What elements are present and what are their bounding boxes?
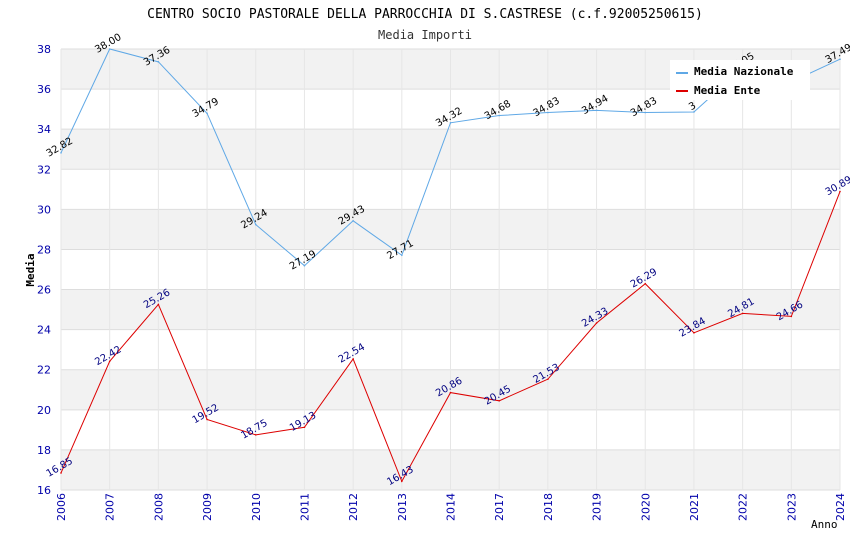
data-point: [303, 264, 306, 267]
data-point: [157, 303, 160, 306]
data-point: [547, 111, 549, 114]
data-label: 34.94: [580, 93, 610, 117]
x-tick-label: 2020: [639, 493, 652, 521]
data-point: [644, 282, 647, 285]
data-point: [741, 312, 744, 315]
data-point: [254, 223, 257, 226]
data-point: [790, 315, 793, 318]
data-label: 34.83: [531, 95, 561, 119]
data-point: [498, 114, 500, 117]
x-tick-label: 2023: [785, 493, 798, 521]
data-point: [839, 58, 841, 61]
data-label: 22.54: [337, 342, 367, 366]
x-tick-label: 2021: [688, 493, 701, 521]
y-tick-label: 38: [37, 43, 51, 56]
y-tick-label: 28: [37, 243, 51, 256]
data-point: [401, 254, 403, 257]
data-point: [157, 61, 160, 63]
data-label: 34.68: [483, 98, 513, 122]
data-point: [352, 358, 354, 360]
data-point: [60, 152, 62, 154]
data-point: [254, 434, 257, 436]
x-tick-label: 2006: [55, 493, 68, 521]
y-tick-label: 22: [37, 364, 51, 377]
data-point: [60, 472, 62, 474]
data-point: [352, 219, 354, 222]
data-label: 30.89: [824, 174, 850, 198]
x-tick-label: 2009: [201, 493, 214, 521]
x-tick-label: 2011: [298, 493, 311, 521]
legend-label-media-ente: Media Ente: [694, 84, 761, 97]
data-label: 34.83: [629, 95, 659, 119]
legend: Media Nazionale Media Ente: [670, 60, 810, 100]
data-point: [839, 190, 841, 193]
data-label: 26.29: [629, 267, 659, 291]
data-point: [547, 378, 549, 380]
y-tick-label: 30: [37, 203, 51, 216]
legend-label-media-nazionale: Media Nazionale: [694, 65, 794, 78]
x-axis-label: Anno: [811, 518, 838, 531]
x-tick-label: 2019: [591, 493, 604, 521]
data-point: [108, 48, 111, 50]
data-point: [303, 426, 306, 429]
data-point: [595, 109, 598, 112]
series-layer: 32.8238.0037.3634.7929.2427.1929.4327.71…: [45, 32, 850, 488]
data-point: [498, 399, 500, 402]
data-label: 18.75: [239, 418, 269, 442]
data-label: 19.13: [288, 410, 318, 434]
data-point: [401, 480, 403, 483]
data-label: 27.19: [288, 249, 318, 273]
data-point: [108, 360, 111, 363]
x-tick-label: 2017: [493, 493, 506, 521]
y-tick-label: 36: [37, 83, 51, 96]
x-tick-label: 2018: [542, 493, 555, 521]
y-axis-label: Media: [24, 253, 37, 286]
data-point: [595, 322, 598, 324]
x-tick-label: 2024: [834, 493, 847, 521]
y-tick-label: 16: [37, 484, 51, 497]
chart-subtitle: Media Importi: [378, 28, 472, 42]
x-tick-label: 2012: [347, 493, 360, 521]
chart-title: CENTRO SOCIO PASTORALE DELLA PARROCCHIA …: [147, 7, 703, 22]
x-tick-label: 2022: [737, 493, 750, 521]
legend-background: [670, 60, 810, 100]
data-point: [206, 112, 208, 115]
data-point: [644, 111, 647, 114]
x-tick-label: 2014: [445, 493, 458, 521]
y-tick-label: 26: [37, 284, 51, 297]
x-axis-ticks: 2006 2007 2008 2009 2010 2011 2012 2013 2014 2017…: [55, 493, 847, 521]
y-tick-label: 24: [37, 324, 51, 337]
data-point: [206, 418, 208, 421]
y-tick-label: 34: [37, 123, 51, 136]
y-axis-ticks: 16 18 20 22 24 26 28 30 32 34 36 38: [37, 43, 51, 497]
y-tick-label: 32: [37, 163, 51, 176]
x-tick-label: 2013: [396, 493, 409, 521]
y-tick-label: 18: [37, 444, 51, 457]
y-tick-label: 20: [37, 404, 51, 417]
data-point: [693, 332, 695, 334]
data-point: [693, 111, 695, 113]
x-tick-label: 2010: [250, 493, 263, 521]
data-point: [449, 121, 452, 124]
data-point: [449, 391, 452, 394]
x-tick-label: 2007: [104, 493, 117, 521]
data-label: 34.79: [191, 96, 221, 120]
data-label: 3: [687, 100, 698, 113]
x-tick-label: 2008: [152, 493, 165, 521]
